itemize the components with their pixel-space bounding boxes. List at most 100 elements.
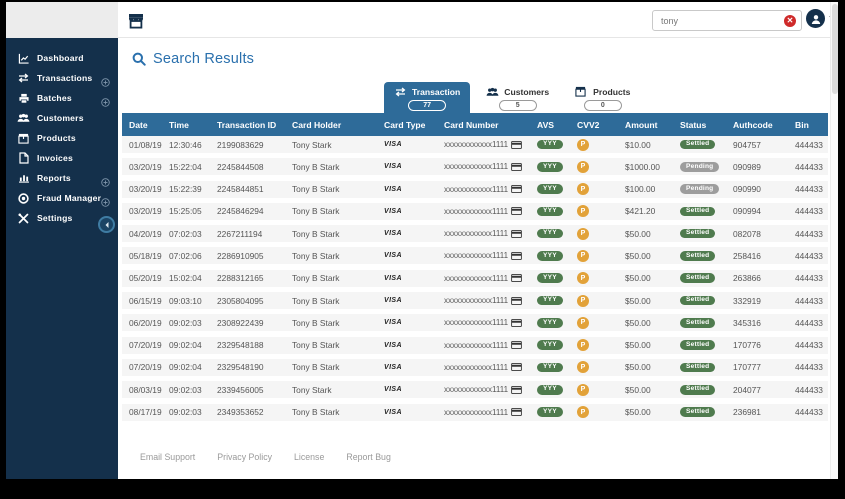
sidebar-item-fraud-manager[interactable]: Fraud Manager — [6, 188, 118, 208]
cell-amount: $50.00 — [625, 295, 651, 306]
table-row[interactable]: 08/17/19 09:02:03 2349353652 Tony B Star… — [122, 403, 828, 421]
expand-plus-icon[interactable] — [101, 74, 110, 87]
search-input[interactable] — [653, 15, 784, 26]
avs-badge: YYY — [537, 184, 563, 194]
sidebar-item-invoices[interactable]: Invoices — [6, 148, 118, 168]
status-badge: Settled — [680, 340, 716, 350]
status-badge: Settled — [680, 139, 716, 150]
footer-link-privacy-policy[interactable]: Privacy Policy — [217, 452, 273, 462]
table-row[interactable]: 08/03/19 09:02:03 2339456005 Tony Stark … — [122, 381, 828, 399]
table-row[interactable]: 03/20/19 15:22:04 2245844508 Tony B Star… — [122, 158, 828, 176]
clear-x-icon[interactable]: ✕ — [784, 14, 796, 27]
cell-bin: 444433 — [795, 317, 823, 328]
column-header-card-holder: Card Holder — [292, 119, 342, 130]
table-row[interactable]: 06/20/19 09:02:03 2308922439 Tony B Star… — [122, 314, 828, 332]
cell-date: 05/20/19 — [129, 273, 162, 284]
avs-badge: YYY — [537, 318, 563, 328]
avs-badge: YYY — [537, 407, 563, 417]
column-header-authcode: Authcode — [733, 119, 773, 130]
cell-bin: 444433 — [795, 161, 823, 172]
cell-transaction-id: 2267211194 — [217, 228, 263, 239]
cell-date: 06/20/19 — [129, 317, 162, 328]
card-type-logo: VISA — [384, 319, 402, 327]
table-row[interactable]: 04/20/19 07:02:03 2267211194 Tony B Star… — [122, 225, 828, 243]
cell-time: 15:22:39 — [169, 184, 202, 195]
cell-bin: 444433 — [795, 384, 823, 395]
cell-time: 15:02:04 — [169, 273, 202, 284]
table-row[interactable]: 05/20/19 15:02:04 2288312165 Tony B Star… — [122, 269, 828, 287]
cell-time: 09:02:03 — [169, 407, 202, 418]
status-badge: Settled — [680, 273, 716, 284]
document-icon — [17, 152, 30, 164]
table-header-row: Date Time Transaction ID Card Holder Card Ty… — [122, 113, 828, 136]
search-icon — [132, 52, 146, 66]
cell-card-holder: Tony Stark — [292, 139, 332, 150]
cell-date: 06/15/19 — [129, 295, 162, 306]
sidebar-item-label: Customers — [37, 113, 84, 123]
column-header-date: Date — [129, 119, 148, 130]
status-badge: Settled — [680, 407, 716, 417]
cell-card-number: xxxxxxxxxxxx1111 — [444, 385, 509, 395]
cell-authcode: 170776 — [733, 340, 761, 351]
table-row[interactable]: 07/20/19 09:02:04 2329548190 Tony B Star… — [122, 358, 828, 376]
status-badge: Settled — [680, 318, 716, 328]
credit-card-icon — [511, 385, 522, 394]
cell-bin: 444433 — [795, 273, 823, 284]
printer-icon — [17, 92, 30, 104]
sidebar-item-products[interactable]: Products — [6, 128, 118, 148]
table-row[interactable]: 03/20/19 15:25:05 2245846294 Tony B Star… — [122, 202, 828, 220]
card-type-logo: VISA — [384, 386, 402, 394]
sidebar-item-reports[interactable]: Reports — [6, 168, 118, 188]
cvv2-badge: P — [577, 227, 589, 240]
sidebar-item-label: Products — [37, 133, 76, 143]
cell-bin: 444433 — [795, 250, 823, 261]
cell-transaction-id: 2199083629 — [217, 139, 264, 150]
table-row[interactable]: 06/15/19 09:03:10 2305804095 Tony B Star… — [122, 292, 828, 310]
sidebar-item-transactions[interactable]: Transactions — [6, 68, 118, 88]
scrollbar-track[interactable] — [830, 2, 838, 479]
card-type-logo: VISA — [384, 363, 402, 371]
expand-plus-icon[interactable] — [101, 94, 110, 107]
scrollbar-thumb[interactable] — [832, 4, 838, 94]
cell-card-holder: Tony B Stark — [292, 273, 340, 284]
cell-authcode: 090994 — [733, 206, 761, 217]
cell-transaction-id: 2245846294 — [217, 206, 264, 217]
cell-card-number: xxxxxxxxxxxx1111 — [444, 206, 509, 216]
cell-transaction-id: 2329548188 — [217, 340, 264, 351]
table-row[interactable]: 01/08/19 12:30:46 2199083629 Tony Stark … — [122, 136, 828, 153]
credit-card-icon — [511, 363, 522, 372]
table-row[interactable]: 07/20/19 09:02:04 2329548188 Tony B Star… — [122, 336, 828, 354]
avs-badge: YYY — [537, 384, 563, 395]
cvv2-badge: P — [577, 316, 589, 329]
tab-products[interactable]: Products 0 — [565, 82, 640, 116]
store-icon[interactable] — [125, 10, 147, 32]
footer-link-email-support[interactable]: Email Support — [140, 452, 196, 462]
cell-card-holder: Tony B Stark — [292, 161, 340, 172]
dashboard-icon — [17, 52, 30, 64]
topbar-sidebar-header — [6, 2, 118, 38]
expand-plus-icon[interactable] — [101, 174, 110, 187]
credit-card-icon — [511, 251, 522, 260]
tab-customers[interactable]: Customers 5 — [476, 82, 559, 116]
cell-authcode: 082078 — [733, 228, 761, 239]
sidebar-collapse-button[interactable] — [98, 216, 115, 233]
cvv2-badge: P — [577, 183, 589, 196]
app-window: ✕ ▼ Dashboard Transactions — [6, 2, 838, 479]
sidebar-item-dashboard[interactable]: Dashboard — [6, 48, 118, 68]
footer-link-license[interactable]: License — [294, 452, 325, 462]
sidebar-item-customers[interactable]: Customers — [6, 108, 118, 128]
status-badge: Settled — [680, 295, 716, 306]
cell-authcode: 345316 — [733, 317, 761, 328]
sidebar: Dashboard Transactions Batches — [6, 38, 118, 479]
cell-time: 12:30:46 — [169, 139, 202, 150]
cvv2-badge: P — [577, 205, 589, 218]
expand-plus-icon[interactable] — [101, 194, 110, 207]
status-badge: Settled — [680, 384, 716, 395]
tab-label: Transaction — [412, 86, 461, 97]
sidebar-item-batches[interactable]: Batches — [6, 88, 118, 108]
table-row[interactable]: 03/20/19 15:22:39 2245844851 Tony B Star… — [122, 180, 828, 198]
table-row[interactable]: 05/18/19 07:02:06 2286910905 Tony B Star… — [122, 247, 828, 265]
cell-amount: $50.00 — [625, 407, 651, 418]
cell-date: 03/20/19 — [129, 206, 162, 217]
footer-link-report-bug[interactable]: Report Bug — [346, 452, 391, 462]
